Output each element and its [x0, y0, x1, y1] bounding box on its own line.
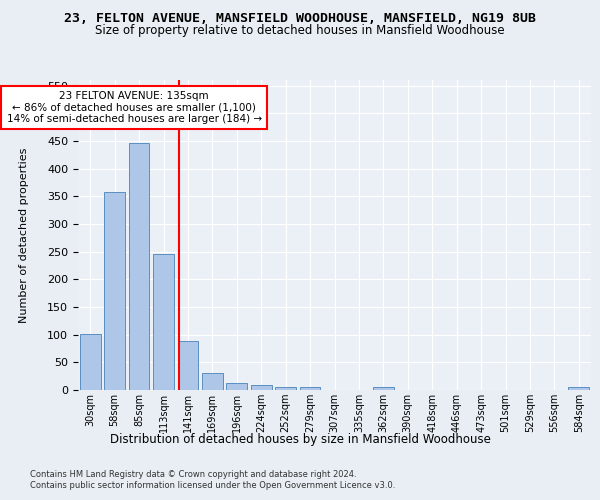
Text: Contains HM Land Registry data © Crown copyright and database right 2024.: Contains HM Land Registry data © Crown c… [30, 470, 356, 479]
Bar [251, 385, 272, 390]
Bar [153, 254, 174, 390]
Text: 23 FELTON AVENUE: 135sqm
← 86% of detached houses are smaller (1,100)
14% of sem: 23 FELTON AVENUE: 135sqm ← 86% of detach… [7, 91, 262, 124]
Bar [299, 387, 320, 390]
Bar [275, 387, 296, 390]
Bar [202, 374, 223, 390]
Text: Distribution of detached houses by size in Mansfield Woodhouse: Distribution of detached houses by size … [110, 432, 490, 446]
Text: 23, FELTON AVENUE, MANSFIELD WOODHOUSE, MANSFIELD, NG19 8UB: 23, FELTON AVENUE, MANSFIELD WOODHOUSE, … [64, 12, 536, 26]
Bar [104, 192, 125, 390]
Bar [226, 383, 247, 390]
Text: Contains public sector information licensed under the Open Government Licence v3: Contains public sector information licen… [30, 481, 395, 490]
Bar [373, 387, 394, 390]
Y-axis label: Number of detached properties: Number of detached properties [19, 148, 29, 322]
Bar [128, 143, 149, 390]
Bar [568, 387, 589, 390]
Bar [80, 334, 101, 390]
Bar [178, 342, 199, 390]
Text: Size of property relative to detached houses in Mansfield Woodhouse: Size of property relative to detached ho… [95, 24, 505, 37]
